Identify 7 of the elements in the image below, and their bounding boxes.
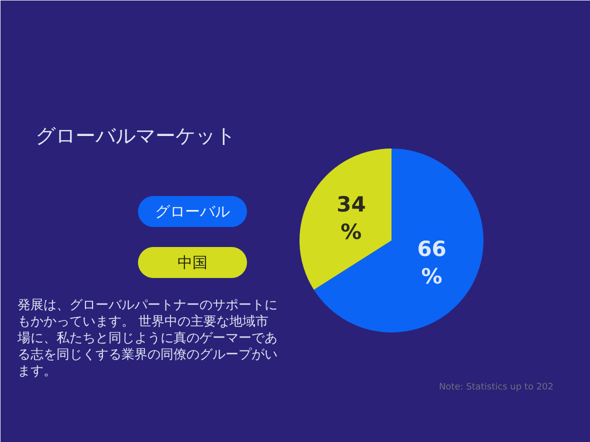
legend-label: 中国 <box>178 254 208 272</box>
data-label: 66 % <box>417 236 446 288</box>
text: 発展は、グローバルパートナーのサポートにもかかっています。 世界中の主要な地域市場に、私たちと同じように真のゲーマーである志を同じくする業界の同僚のグループがいます。 <box>16 298 278 379</box>
text: Note: Statistics up to 202 <box>438 382 554 392</box>
legend-label: グローバル <box>155 202 230 220</box>
chart-title: グローバルマーケット <box>36 124 236 148</box>
data-label: 34 % <box>336 192 366 244</box>
